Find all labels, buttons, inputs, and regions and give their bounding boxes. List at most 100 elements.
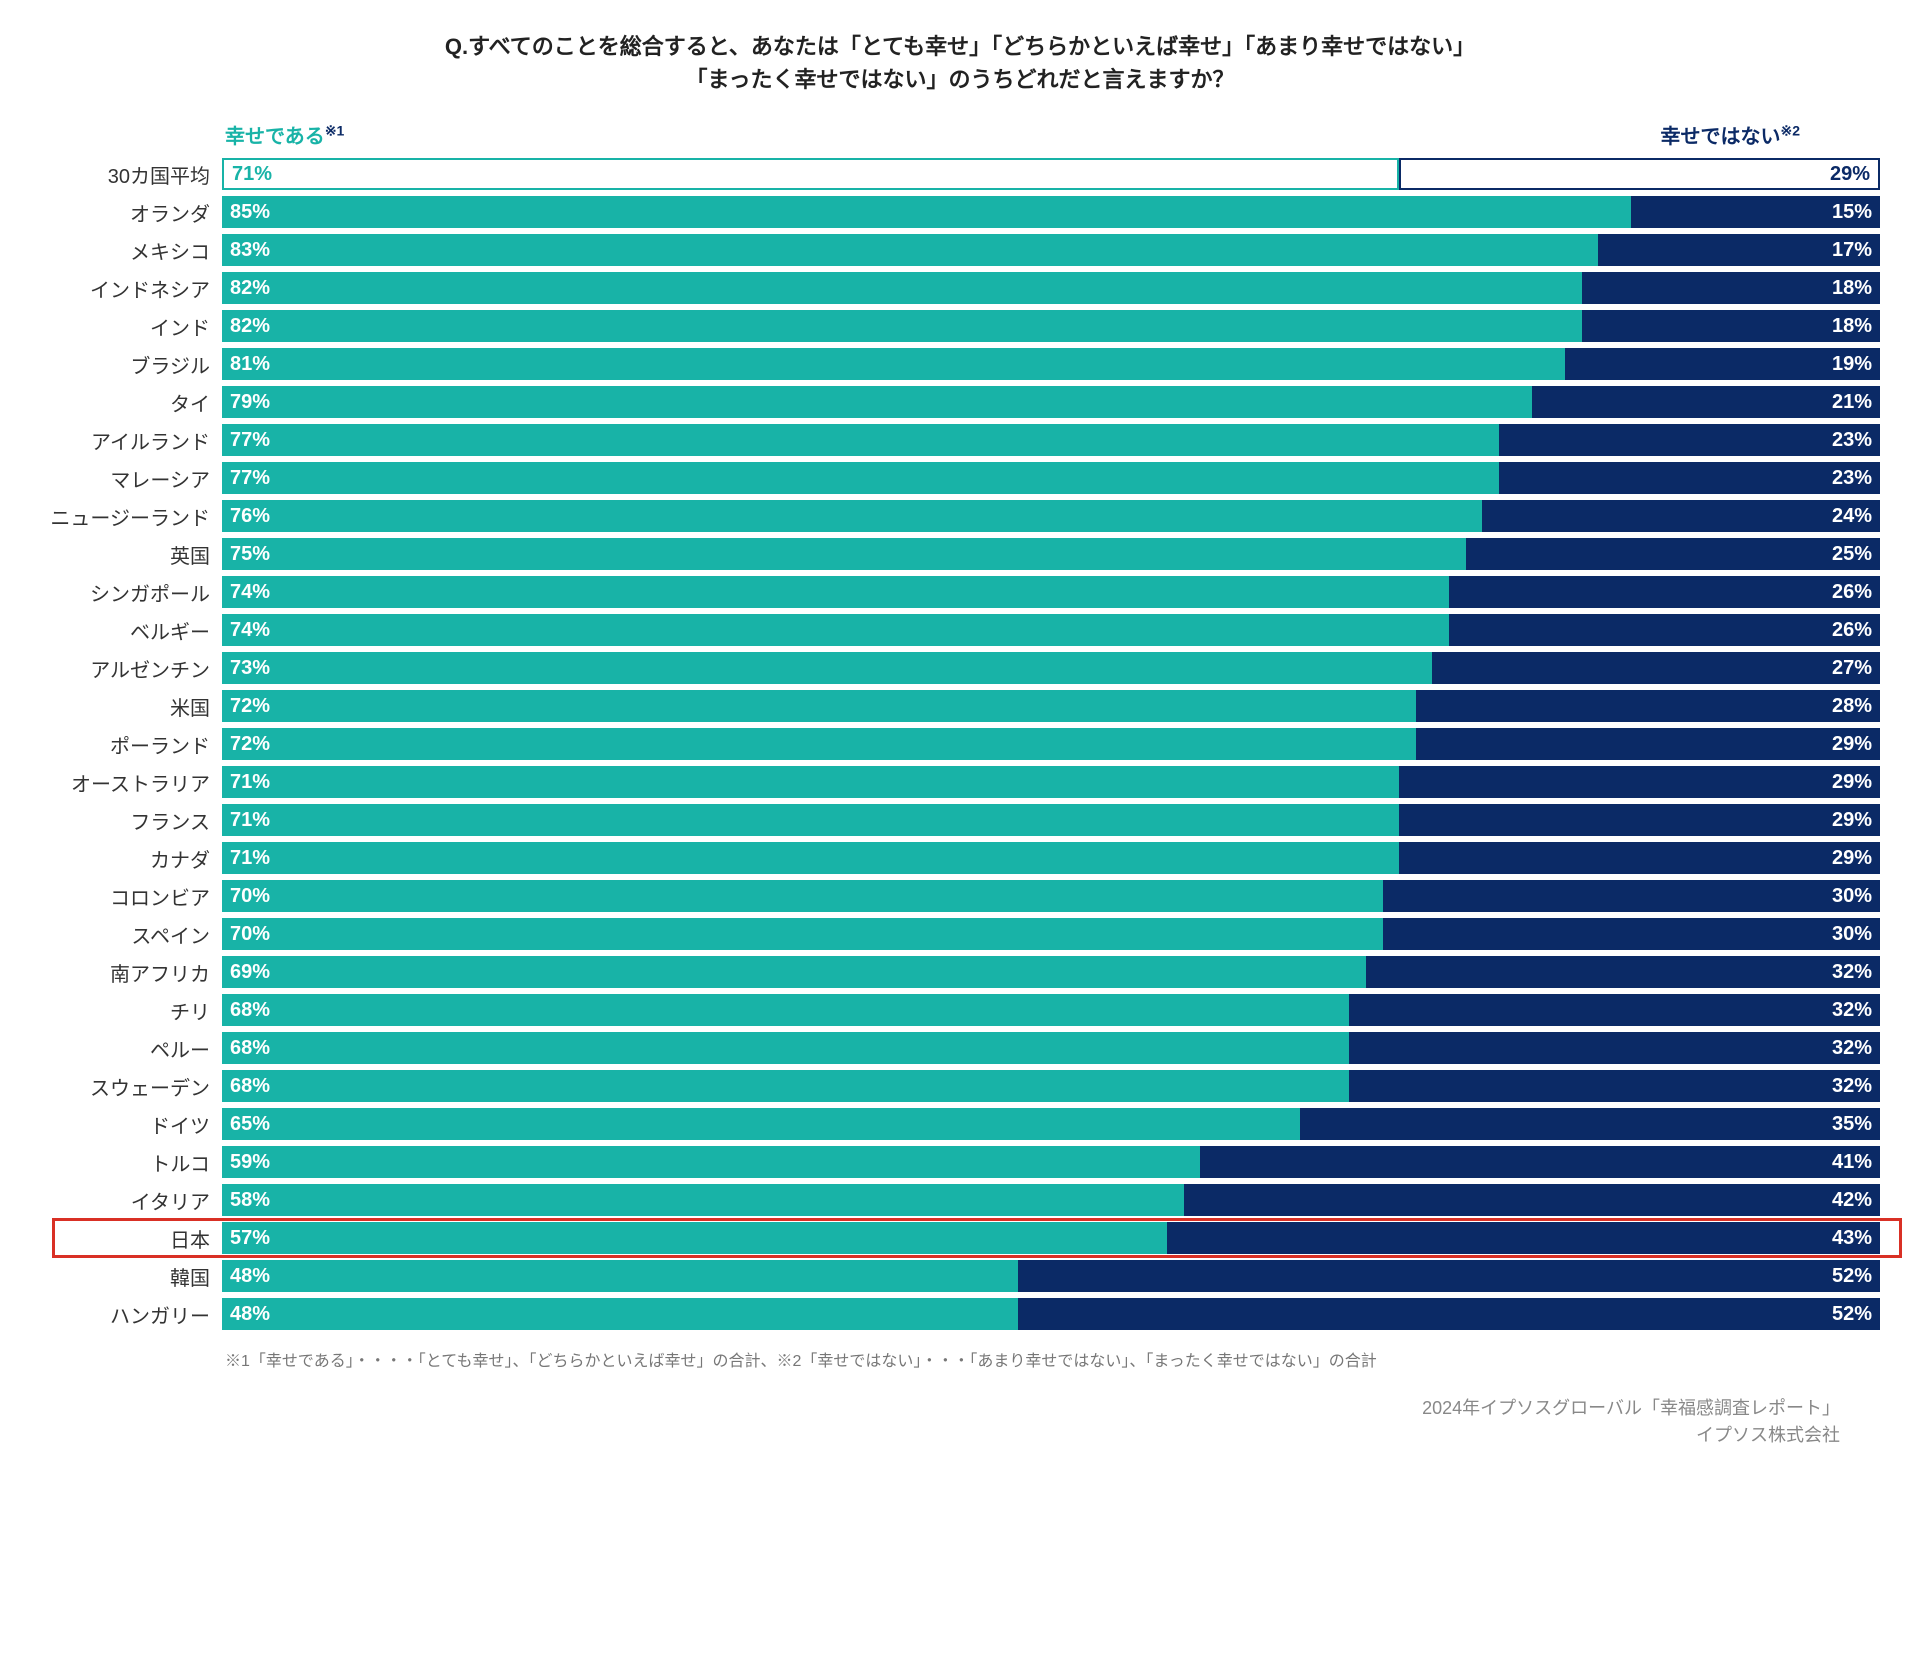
bar-happy: 57%	[222, 1222, 1167, 1254]
row-label: ポーランド	[40, 730, 212, 759]
row-label: 南アフリカ	[40, 958, 212, 987]
bar-unhappy-value: 23%	[1832, 467, 1872, 490]
bar-happy: 71%	[222, 766, 1399, 798]
bar-happy-value: 69%	[230, 961, 270, 984]
bar-happy: 73%	[222, 652, 1432, 684]
chart-row: シンガポール 74% 26%	[40, 573, 1880, 611]
chart-row: ベルギー 74%26%	[40, 611, 1880, 649]
chart-row: 30カ国平均71%29%	[40, 155, 1880, 193]
chart-title: Q.すべてのことを総合すると、あなたは「とても幸せ」「どちらかといえば幸せ」「あ…	[40, 30, 1880, 96]
chart-row: アルゼンチン73%27%	[40, 649, 1880, 687]
bar-happy-value: 76%	[230, 505, 270, 528]
row-label: フランス	[40, 806, 212, 835]
bar-wrap: 65%35%	[222, 1108, 1880, 1140]
bar-wrap: 70% 30%	[222, 880, 1880, 912]
chart-row: オランダ85%15%	[40, 193, 1880, 231]
bar-unhappy-value: 42%	[1832, 1189, 1872, 1212]
bar-wrap: 71%29%	[222, 842, 1880, 874]
bar-wrap: 48%52%	[222, 1298, 1880, 1330]
bar-unhappy-value: 32%	[1832, 1075, 1872, 1098]
chart-row: ニュージーランド76%24%	[40, 497, 1880, 535]
bar-happy: 69%	[222, 956, 1366, 988]
bar-unhappy-value: 26%	[1832, 619, 1872, 642]
bar-wrap: 72% 29%	[222, 728, 1880, 760]
bar-unhappy-value: 29%	[1832, 809, 1872, 832]
row-label: トルコ	[40, 1148, 212, 1177]
bar-unhappy: 27%	[1432, 652, 1880, 684]
row-label: オーストラリア	[40, 768, 212, 797]
bar-wrap: 77%23%	[222, 462, 1880, 494]
row-label: ベルギー	[40, 616, 212, 645]
chart-row: 韓国48%52%	[40, 1257, 1880, 1295]
bar-unhappy-value: 15%	[1832, 201, 1872, 224]
chart-row: イタリア58%42%	[40, 1181, 1880, 1219]
bar-unhappy-value: 18%	[1832, 277, 1872, 300]
bar-wrap: 72%28%	[222, 690, 1880, 722]
bar-unhappy: 29%	[1399, 842, 1880, 874]
legend-unhappy: 幸せではない※2	[1660, 120, 1800, 149]
chart-row: フランス 71%29%	[40, 801, 1880, 839]
bar-unhappy: 29%	[1399, 158, 1880, 190]
bar-happy: 72%	[222, 728, 1416, 760]
bar-wrap: 79%21%	[222, 386, 1880, 418]
chart-rows: 30カ国平均71%29%オランダ85%15%メキシコ83%17%インドネシア82…	[40, 155, 1880, 1333]
bar-happy-value: 48%	[230, 1265, 270, 1288]
bar-unhappy-value: 17%	[1832, 239, 1872, 262]
bar-happy: 65%	[222, 1108, 1300, 1140]
chart-row: タイ79%21%	[40, 383, 1880, 421]
bar-happy-value: 82%	[230, 277, 270, 300]
bar-unhappy-value: 32%	[1832, 961, 1872, 984]
bar-happy-value: 82%	[230, 315, 270, 338]
bar-happy: 70%	[222, 880, 1383, 912]
row-label: イタリア	[40, 1186, 212, 1215]
row-label: 米国	[40, 692, 212, 721]
bar-wrap: 48% 52%	[222, 1260, 1880, 1292]
bar-wrap: 75%25%	[222, 538, 1880, 570]
bar-wrap: 71% 29%	[222, 766, 1880, 798]
chart-row: ドイツ 65%35%	[40, 1105, 1880, 1143]
bar-happy-value: 74%	[230, 581, 270, 604]
bar-unhappy: 26%	[1449, 576, 1880, 608]
bar-wrap: 76%24%	[222, 500, 1880, 532]
row-label: シンガポール	[40, 578, 212, 607]
chart-row: インドネシア82%18%	[40, 269, 1880, 307]
bar-happy: 75%	[222, 538, 1466, 570]
bar-unhappy: 23%	[1499, 424, 1880, 456]
bar-happy: 81%	[222, 348, 1565, 380]
bar-happy-value: 71%	[230, 771, 270, 794]
bar-unhappy: 17%	[1598, 234, 1880, 266]
bar-wrap: 77%23%	[222, 424, 1880, 456]
row-label: マレーシア	[40, 464, 212, 493]
bar-happy: 82%	[222, 272, 1582, 304]
bar-wrap: 69% 32%	[222, 956, 1880, 988]
bar-unhappy: 23%	[1499, 462, 1880, 494]
bar-unhappy-value: 29%	[1832, 733, 1872, 756]
chart-row: スペイン70%30%	[40, 915, 1880, 953]
bar-unhappy: 42%	[1184, 1184, 1880, 1216]
row-label: ペルー	[40, 1034, 212, 1063]
bar-unhappy: 29%	[1399, 766, 1880, 798]
bar-unhappy: 25%	[1466, 538, 1881, 570]
bar-happy: 83%	[222, 234, 1598, 266]
row-label: ドイツ	[40, 1110, 212, 1139]
bar-wrap: 71%29%	[222, 804, 1880, 836]
bar-happy-value: 73%	[230, 657, 270, 680]
bar-unhappy-value: 30%	[1832, 885, 1872, 908]
bar-happy-value: 48%	[230, 1303, 270, 1326]
bar-unhappy: 35%	[1300, 1108, 1880, 1140]
bar-wrap: 68%32%	[222, 1070, 1880, 1102]
bar-wrap: 74%26%	[222, 614, 1880, 646]
bar-wrap: 83% 17%	[222, 234, 1880, 266]
chart-row: インド82%18%	[40, 307, 1880, 345]
bar-unhappy-value: 29%	[1832, 847, 1872, 870]
bar-wrap: 82%18%	[222, 310, 1880, 342]
bar-happy: 72%	[222, 690, 1416, 722]
bar-unhappy: 52%	[1018, 1260, 1880, 1292]
bar-happy-value: 72%	[230, 733, 270, 756]
chart-row: 米国 72%28%	[40, 687, 1880, 725]
bar-happy: 79%	[222, 386, 1532, 418]
bar-wrap: 85%15%	[222, 196, 1880, 228]
row-label: スペイン	[40, 920, 212, 949]
bar-happy: 48%	[222, 1298, 1018, 1330]
bar-happy: 82%	[222, 310, 1582, 342]
